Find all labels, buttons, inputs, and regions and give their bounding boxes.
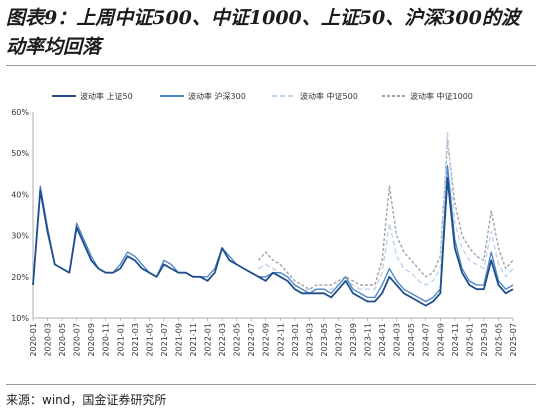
title-divider xyxy=(6,65,536,66)
x-tick-label: 2025-05 xyxy=(494,323,503,356)
x-tick-label: 2022-05 xyxy=(233,323,242,356)
x-tick-label: 2023-07 xyxy=(334,323,343,356)
legend-label: 波动率 中证1000 xyxy=(410,91,473,101)
x-tick-label: 2023-05 xyxy=(320,323,329,356)
y-tick-label: 30% xyxy=(11,232,29,241)
series-line xyxy=(32,177,514,307)
x-tick-label: 2020-03 xyxy=(44,323,53,356)
chart-title: 图表9：上周中证500、中证1000、上证50、沪深300的波动率均回落 xyxy=(6,7,520,58)
x-tick-label: 2021-09 xyxy=(174,323,183,356)
x-tick-label: 2023-03 xyxy=(305,323,314,356)
x-tick-label: 2021-03 xyxy=(131,323,140,356)
series-line xyxy=(257,140,514,290)
x-tick-label: 2024-05 xyxy=(407,323,416,356)
legend: 波动率 上证50 波动率 沪深300 波动率 中证500 波动率 中证1000 xyxy=(52,91,473,101)
x-tick-label: 2022-11 xyxy=(276,323,285,356)
y-tick-label: 50% xyxy=(11,149,29,158)
x-tick-label: 2023-01 xyxy=(291,323,300,356)
x-tick-label: 2022-07 xyxy=(247,323,256,356)
y-tick-label: 20% xyxy=(11,273,29,282)
x-tick-label: 2024-11 xyxy=(451,323,460,356)
x-tick-label: 2020-11 xyxy=(102,323,111,356)
x-tick-label: 2022-01 xyxy=(204,323,213,356)
x-tick-label: 2024-03 xyxy=(393,323,402,356)
x-tick-label: 2024-01 xyxy=(378,323,387,356)
source-note: 来源：wind，国金证券研究所 xyxy=(6,393,167,407)
x-axis: 2020-01 2020-03 2020-05 2020-07 2020-09 2020-… xyxy=(29,317,518,356)
volatility-line-chart: 波动率 上证50 波动率 沪深300 波动率 中证500 波动率 中证1000 10%… xyxy=(11,91,518,356)
y-tick-label: 40% xyxy=(11,190,29,199)
source-divider xyxy=(6,384,536,385)
y-tick-label: 60% xyxy=(11,108,29,117)
legend-label: 波动率 沪深300 xyxy=(188,91,246,101)
y-tick-label: 10% xyxy=(11,314,29,323)
x-tick-label: 2022-09 xyxy=(262,323,271,356)
x-tick-label: 2023-11 xyxy=(364,323,373,356)
x-tick-label: 2025-03 xyxy=(480,323,489,356)
y-axis: 10% 20% 30% 40% 50% 60% xyxy=(11,108,34,323)
legend-label: 波动率 上证50 xyxy=(80,91,133,101)
x-tick-label: 2020-07 xyxy=(73,323,82,356)
x-tick-label: 2021-07 xyxy=(160,323,169,356)
x-tick-label: 2022-03 xyxy=(218,323,227,356)
plot-area xyxy=(32,131,514,307)
x-tick-label: 2024-07 xyxy=(422,323,431,356)
x-tick-label: 2021-01 xyxy=(116,323,125,356)
x-tick-label: 2020-09 xyxy=(87,323,96,356)
x-tick-label: 2021-11 xyxy=(189,323,198,356)
x-tick-label: 2025-07 xyxy=(509,323,518,356)
x-tick-label: 2025-01 xyxy=(465,323,474,356)
x-tick-label: 2023-09 xyxy=(349,323,358,356)
x-tick-label: 2020-01 xyxy=(29,323,38,356)
x-tick-label: 2024-09 xyxy=(436,323,445,356)
legend-label: 波动率 中证500 xyxy=(300,91,358,101)
series-line xyxy=(258,131,514,290)
x-tick-label: 2020-05 xyxy=(58,323,67,356)
x-tick-label: 2021-05 xyxy=(145,323,154,356)
